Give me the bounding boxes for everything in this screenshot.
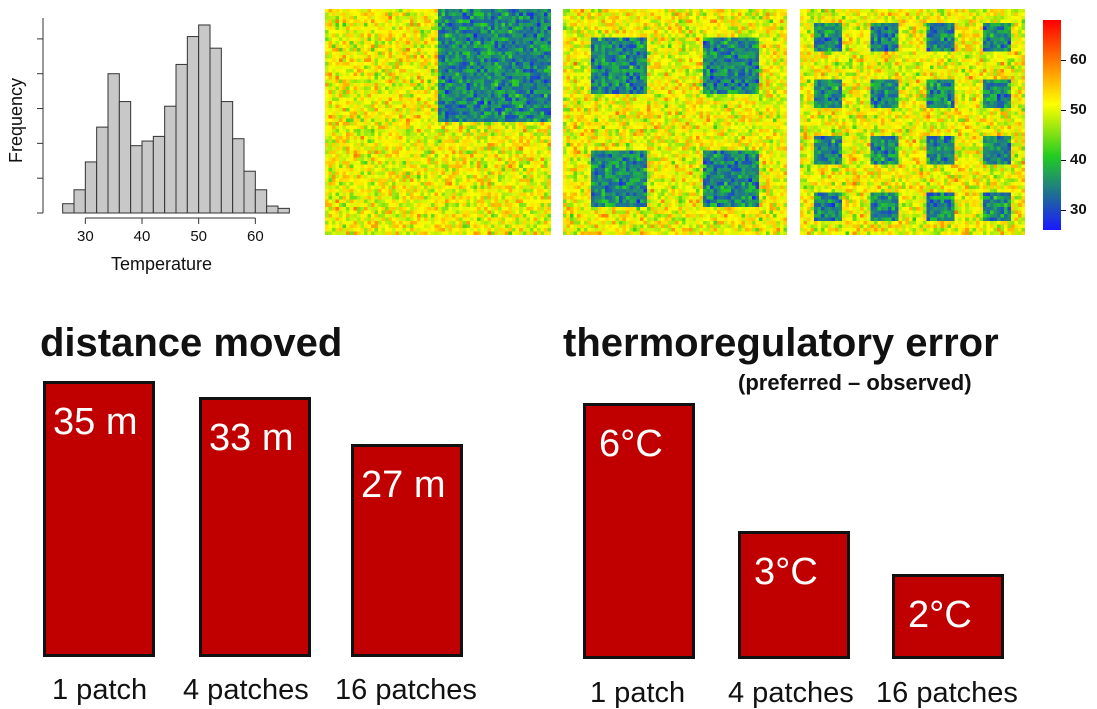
histogram-bar	[84, 161, 98, 214]
histogram-bar	[266, 205, 279, 214]
colorbar-tick-label: 50	[1070, 101, 1087, 118]
histogram-bar	[152, 135, 166, 214]
colorbar-tick-label: 60	[1070, 51, 1087, 68]
colorbar-tick-label: 30	[1070, 201, 1087, 218]
category-label: 4 patches	[728, 677, 854, 709]
histogram-bar	[198, 24, 211, 214]
bar-16-patches	[351, 444, 463, 657]
colorbar-tick	[1061, 210, 1066, 211]
distance-moved-title: distance moved	[40, 321, 343, 365]
bar-value-label: 6°C	[599, 423, 663, 465]
histogram-bar	[277, 207, 290, 214]
bar-value-label: 33 m	[209, 416, 294, 459]
bar-1-patch	[583, 403, 695, 659]
histogram-bar	[209, 47, 222, 214]
temperature-histogram: 30 40 50 60	[37, 18, 290, 245]
thermoregulatory-error-subtitle: (preferred – observed)	[738, 370, 972, 395]
histogram-x-tick-label: 30	[77, 228, 94, 245]
histogram-bar	[62, 203, 75, 214]
histogram-bar	[164, 105, 177, 214]
histogram-bar	[254, 189, 268, 214]
heatmap-4-patches	[563, 9, 787, 235]
bar-4-patches	[738, 531, 850, 659]
temperature-colorbar	[1043, 20, 1061, 230]
colorbar-tick-label: 40	[1070, 151, 1087, 168]
heatmap-1-patch	[325, 9, 551, 235]
category-label: 16 patches	[335, 674, 477, 706]
colorbar-tick	[1061, 60, 1066, 61]
histogram-bar	[73, 189, 86, 214]
histogram-bar	[186, 36, 200, 214]
category-label: 16 patches	[876, 677, 1018, 709]
bar-value-label: 3°C	[754, 551, 818, 593]
histogram-bar	[232, 138, 245, 214]
histogram-bar	[175, 63, 188, 214]
category-label: 4 patches	[183, 674, 309, 706]
bar-value-label: 27 m	[361, 464, 446, 507]
bar-4-patches	[199, 396, 311, 657]
bar-16-patches	[892, 573, 1004, 659]
histogram-x-tick-label: 40	[134, 228, 151, 245]
category-label: 1 patch	[52, 674, 148, 706]
thermoregulatory-error-title: thermoregulatory error	[563, 321, 999, 365]
histogram-x-tick-label: 50	[190, 228, 207, 245]
histogram-bar	[130, 145, 143, 214]
histogram-bar	[96, 126, 109, 214]
histogram-y-axis-title: Frequency	[6, 77, 26, 163]
heatmap-16-patches	[800, 9, 1025, 235]
histogram-x-tick-label: 60	[247, 228, 264, 245]
histogram-bar	[220, 101, 234, 214]
bar-value-label: 2°C	[908, 593, 972, 636]
histogram-bar	[107, 73, 120, 214]
bar-1-patch	[43, 381, 155, 657]
category-label: 1 patch	[590, 677, 686, 709]
histogram-bar	[141, 140, 154, 214]
colorbar-tick	[1061, 110, 1066, 111]
histogram-bar	[118, 101, 132, 214]
bar-value-label: 35 m	[53, 401, 138, 443]
histogram-bar	[243, 170, 256, 214]
colorbar-tick	[1061, 160, 1066, 161]
histogram-x-axis-title: Temperature	[111, 254, 213, 274]
